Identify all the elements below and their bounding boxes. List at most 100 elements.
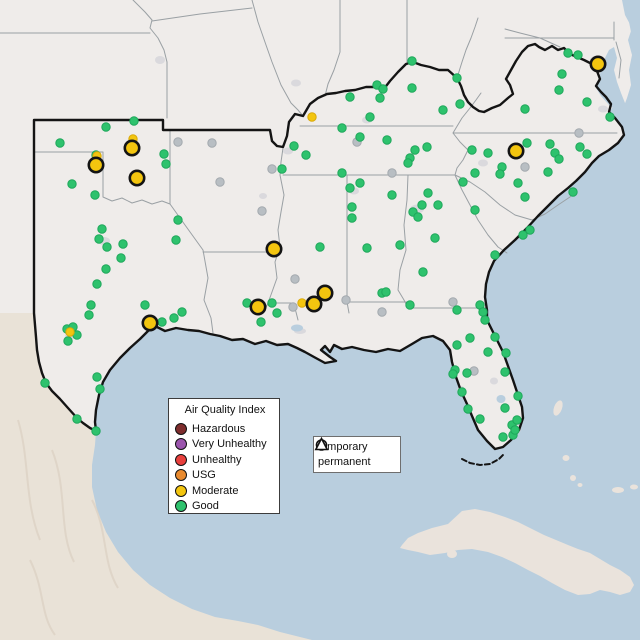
station-marker-no_data[interactable] bbox=[520, 162, 530, 172]
station-marker-good[interactable] bbox=[159, 149, 169, 159]
station-marker-good[interactable] bbox=[381, 287, 391, 297]
station-marker-no_data[interactable] bbox=[207, 138, 217, 148]
station-marker-good[interactable] bbox=[417, 200, 427, 210]
station-marker-no_data[interactable] bbox=[267, 164, 277, 174]
station-marker-moderate_large[interactable] bbox=[87, 156, 105, 174]
station-marker-good[interactable] bbox=[91, 426, 101, 436]
station-marker-good[interactable] bbox=[522, 138, 532, 148]
station-marker-good[interactable] bbox=[455, 99, 465, 109]
station-marker-good[interactable] bbox=[382, 135, 392, 145]
station-marker-good[interactable] bbox=[403, 158, 413, 168]
station-marker-good[interactable] bbox=[67, 179, 77, 189]
station-marker-good[interactable] bbox=[140, 300, 150, 310]
station-marker-moderate_large[interactable] bbox=[249, 298, 267, 316]
station-marker-good[interactable] bbox=[365, 112, 375, 122]
station-marker-good[interactable] bbox=[423, 188, 433, 198]
station-marker-good[interactable] bbox=[375, 93, 385, 103]
station-marker-good[interactable] bbox=[582, 97, 592, 107]
station-marker-good[interactable] bbox=[95, 384, 105, 394]
station-marker-good[interactable] bbox=[605, 112, 615, 122]
station-marker-good[interactable] bbox=[405, 300, 415, 310]
station-marker-good[interactable] bbox=[422, 142, 432, 152]
station-marker-good[interactable] bbox=[40, 378, 50, 388]
station-marker-moderate_large[interactable] bbox=[507, 142, 525, 160]
station-marker-good[interactable] bbox=[407, 83, 417, 93]
station-marker-good[interactable] bbox=[355, 132, 365, 142]
station-marker-good[interactable] bbox=[513, 391, 523, 401]
station-marker-moderate[interactable] bbox=[297, 298, 307, 308]
station-marker-good[interactable] bbox=[545, 139, 555, 149]
station-marker-good[interactable] bbox=[438, 105, 448, 115]
station-marker-good[interactable] bbox=[177, 307, 187, 317]
station-marker-good[interactable] bbox=[169, 313, 179, 323]
station-marker-good[interactable] bbox=[395, 240, 405, 250]
station-marker-good[interactable] bbox=[378, 84, 388, 94]
station-marker-good[interactable] bbox=[337, 123, 347, 133]
station-marker-good[interactable] bbox=[500, 367, 510, 377]
station-marker-good[interactable] bbox=[573, 50, 583, 60]
station-marker-good[interactable] bbox=[582, 149, 592, 159]
station-marker-no_data[interactable] bbox=[387, 168, 397, 178]
station-marker-good[interactable] bbox=[433, 200, 443, 210]
station-marker-good[interactable] bbox=[161, 159, 171, 169]
station-marker-good[interactable] bbox=[86, 300, 96, 310]
station-marker-good[interactable] bbox=[568, 187, 578, 197]
station-marker-good[interactable] bbox=[554, 85, 564, 95]
station-marker-good[interactable] bbox=[267, 298, 277, 308]
station-marker-good[interactable] bbox=[63, 336, 73, 346]
station-marker-no_data[interactable] bbox=[288, 302, 298, 312]
station-marker-moderate_large[interactable] bbox=[123, 139, 141, 157]
station-marker-moderate_large[interactable] bbox=[265, 240, 283, 258]
station-marker-moderate_large[interactable] bbox=[589, 55, 607, 73]
station-marker-good[interactable] bbox=[55, 138, 65, 148]
station-marker-good[interactable] bbox=[337, 168, 347, 178]
station-marker-good[interactable] bbox=[410, 145, 420, 155]
station-marker-good[interactable] bbox=[347, 202, 357, 212]
station-marker-good[interactable] bbox=[457, 387, 467, 397]
station-marker-good[interactable] bbox=[470, 205, 480, 215]
station-marker-good[interactable] bbox=[470, 168, 480, 178]
station-marker-good[interactable] bbox=[129, 116, 139, 126]
station-marker-good[interactable] bbox=[512, 415, 522, 425]
station-marker-good[interactable] bbox=[510, 425, 520, 435]
station-marker-good[interactable] bbox=[94, 234, 104, 244]
station-marker-good[interactable] bbox=[575, 142, 585, 152]
station-marker-good[interactable] bbox=[345, 92, 355, 102]
station-marker-good[interactable] bbox=[490, 332, 500, 342]
station-marker-moderate[interactable] bbox=[65, 327, 75, 337]
station-marker-good[interactable] bbox=[483, 347, 493, 357]
station-marker-good[interactable] bbox=[520, 192, 530, 202]
station-marker-good[interactable] bbox=[501, 348, 511, 358]
station-marker-moderate_large[interactable] bbox=[316, 284, 334, 302]
station-marker-moderate[interactable] bbox=[307, 112, 317, 122]
station-marker-good[interactable] bbox=[90, 190, 100, 200]
station-marker-good[interactable] bbox=[483, 148, 493, 158]
station-marker-no_data[interactable] bbox=[215, 177, 225, 187]
station-marker-good[interactable] bbox=[362, 243, 372, 253]
station-marker-no_data[interactable] bbox=[341, 295, 351, 305]
station-marker-good[interactable] bbox=[430, 233, 440, 243]
station-marker-good[interactable] bbox=[520, 104, 530, 114]
station-marker-good[interactable] bbox=[101, 264, 111, 274]
station-marker-good[interactable] bbox=[490, 250, 500, 260]
station-marker-good[interactable] bbox=[92, 279, 102, 289]
station-marker-good[interactable] bbox=[171, 235, 181, 245]
station-marker-good[interactable] bbox=[72, 414, 82, 424]
station-marker-good[interactable] bbox=[347, 213, 357, 223]
station-marker-good[interactable] bbox=[465, 333, 475, 343]
station-marker-no_data[interactable] bbox=[574, 128, 584, 138]
station-marker-good[interactable] bbox=[289, 141, 299, 151]
station-marker-good[interactable] bbox=[467, 145, 477, 155]
station-marker-good[interactable] bbox=[498, 432, 508, 442]
station-marker-moderate_large[interactable] bbox=[141, 314, 159, 332]
station-marker-good[interactable] bbox=[387, 190, 397, 200]
station-marker-good[interactable] bbox=[463, 404, 473, 414]
station-marker-good[interactable] bbox=[452, 340, 462, 350]
station-marker-good[interactable] bbox=[525, 225, 535, 235]
station-marker-good[interactable] bbox=[563, 48, 573, 58]
station-marker-good[interactable] bbox=[500, 403, 510, 413]
station-marker-good[interactable] bbox=[301, 150, 311, 160]
station-marker-good[interactable] bbox=[543, 167, 553, 177]
